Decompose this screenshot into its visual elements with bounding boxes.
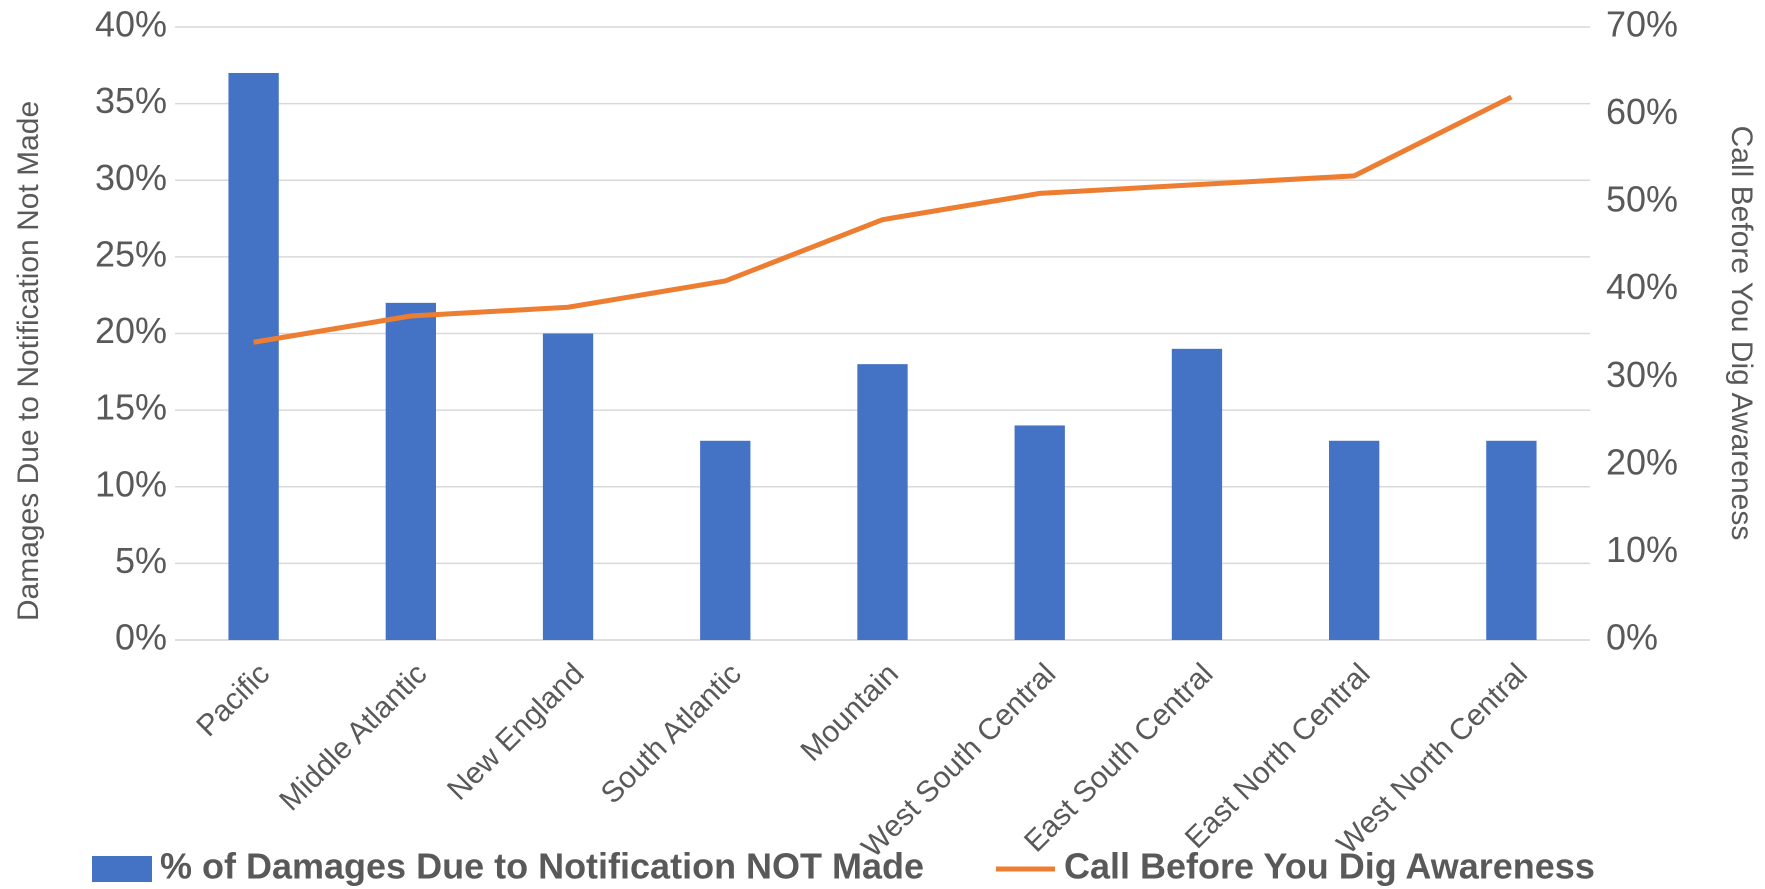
y2-tick-label: 70% bbox=[1606, 4, 1678, 45]
y-tick-label: 10% bbox=[95, 463, 167, 504]
x-tick-label: Middle Atlantic bbox=[273, 657, 433, 817]
y-tick-label: 20% bbox=[95, 310, 167, 351]
y2-tick-label: 30% bbox=[1606, 354, 1678, 395]
bar bbox=[228, 72, 279, 641]
y-tick-label: 0% bbox=[115, 617, 167, 658]
y-axis-title: Damages Due to Notification Not Made bbox=[12, 101, 45, 621]
x-tick-label: Mountain bbox=[794, 657, 905, 768]
y2-tick-label: 40% bbox=[1606, 266, 1678, 307]
y2-tick-label: 60% bbox=[1606, 91, 1678, 132]
y-tick-label: 25% bbox=[95, 233, 167, 274]
bar bbox=[857, 364, 908, 640]
y2-axis-title: Call Before You Dig Awareness bbox=[1725, 126, 1758, 541]
y-tick-label: 40% bbox=[95, 4, 167, 45]
y2-tick-label: 0% bbox=[1606, 617, 1658, 658]
y-tick-label: 15% bbox=[95, 387, 167, 428]
y-tick-label: 5% bbox=[115, 540, 167, 581]
legend-label: % of Damages Due to Notification NOT Mad… bbox=[160, 846, 924, 887]
y2-tick-label: 10% bbox=[1606, 529, 1678, 570]
legend-label: Call Before You Dig Awareness bbox=[1064, 846, 1595, 887]
legend-swatch bbox=[92, 856, 152, 882]
bar bbox=[1171, 348, 1223, 640]
y-tick-label: 35% bbox=[95, 80, 167, 121]
bar bbox=[1329, 440, 1380, 640]
bar bbox=[542, 333, 594, 640]
bar bbox=[1486, 440, 1537, 640]
bar bbox=[700, 440, 751, 640]
y-tick-label: 30% bbox=[95, 157, 167, 198]
y2-tick-label: 50% bbox=[1606, 179, 1678, 220]
x-tick-label: South Atlantic bbox=[595, 657, 748, 810]
bar bbox=[385, 302, 436, 640]
x-tick-label: New England bbox=[441, 657, 591, 807]
x-tick-label: Pacific bbox=[190, 657, 276, 743]
y2-tick-label: 20% bbox=[1606, 441, 1678, 482]
line bbox=[253, 94, 1513, 345]
bar bbox=[1014, 425, 1065, 640]
